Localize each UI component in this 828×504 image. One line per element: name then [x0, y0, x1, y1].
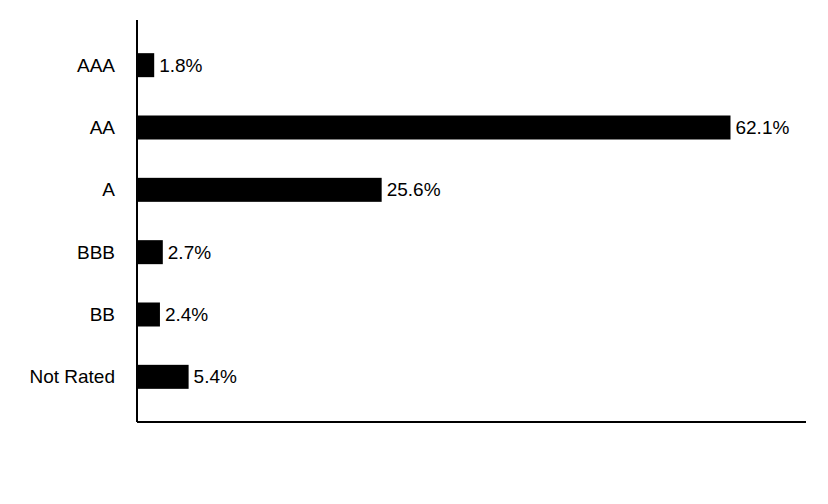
category-label: A: [102, 179, 115, 200]
chart-svg: 1.8%62.1%25.6%2.7%2.4%5.4%AAAAAABBBBBNot…: [0, 0, 828, 504]
category-label: BB: [90, 304, 115, 325]
data-label: 25.6%: [387, 179, 441, 200]
bar: [137, 116, 730, 140]
bar: [137, 365, 189, 389]
chart-container: 1.8%62.1%25.6%2.7%2.4%5.4%AAAAAABBBBBNot…: [0, 0, 828, 504]
bar: [137, 53, 154, 77]
data-label: 2.4%: [165, 304, 208, 325]
data-label: 1.8%: [159, 55, 202, 76]
category-label: Not Rated: [29, 366, 115, 387]
bars: [137, 53, 730, 389]
y-axis-line: [136, 20, 138, 422]
x-axis-line: [137, 421, 806, 423]
data-label: 62.1%: [735, 117, 789, 138]
category-label: AA: [90, 117, 116, 138]
data-label: 2.7%: [168, 242, 211, 263]
bar: [137, 303, 160, 327]
category-label: BBB: [77, 242, 115, 263]
data-label: 5.4%: [194, 366, 237, 387]
bar: [137, 240, 163, 264]
bar: [137, 178, 382, 202]
category-label: AAA: [77, 55, 115, 76]
